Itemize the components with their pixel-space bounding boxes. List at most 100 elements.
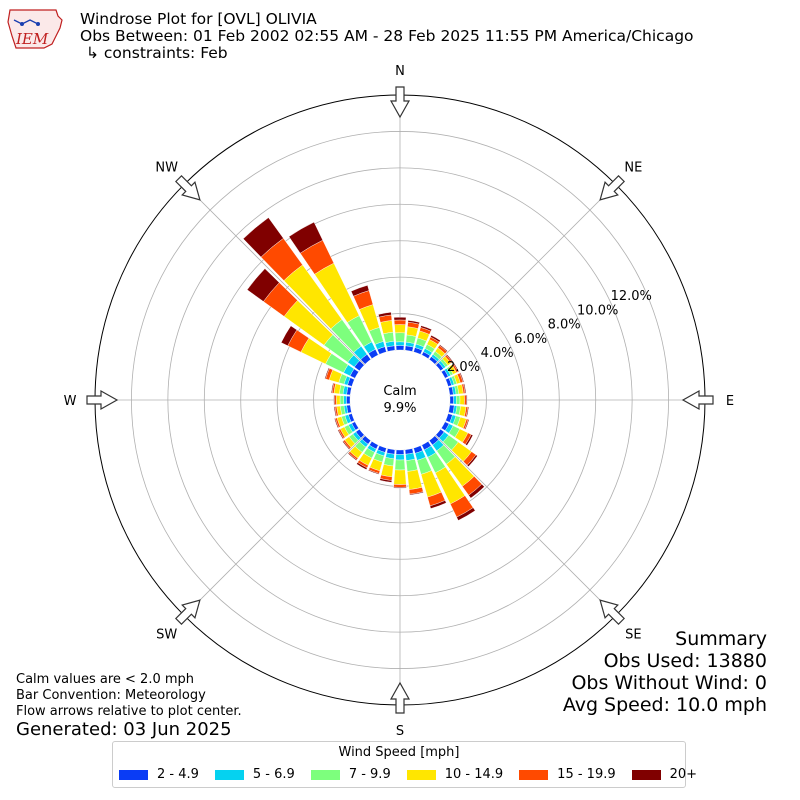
- calm-disk: [350, 350, 450, 450]
- bar-dir-90-bin-5: [466, 394, 468, 406]
- bar-dir-350-bin-5: [378, 311, 392, 318]
- bar-dir-180-bin-5: [393, 486, 407, 489]
- legend-label: 20+: [669, 767, 698, 782]
- legend-swatch: [310, 769, 340, 780]
- grid-spoke-315: [184, 184, 365, 365]
- bar-dir-100-bin-5: [465, 406, 469, 418]
- legend-swatch: [214, 769, 244, 780]
- bar-dir-310-bin-5: [246, 268, 280, 302]
- compass-label-n: N: [395, 64, 405, 79]
- compass-label-e: E: [726, 394, 734, 409]
- compass-label-ne: NE: [624, 161, 642, 176]
- bar-dir-140-bin-5: [468, 483, 485, 499]
- legend-item-5: 20+: [631, 767, 698, 782]
- legend-label: 2 - 4.9: [157, 767, 199, 782]
- bar-dir-0-bin-5: [393, 317, 407, 321]
- legend-title: Wind Speed [mph]: [338, 745, 460, 760]
- calm-value: 9.9%: [383, 401, 416, 416]
- grid-spoke-135: [435, 435, 616, 616]
- radial-tick-1: 2.0%: [447, 360, 480, 375]
- bar-dir-170-bin-5: [409, 491, 424, 496]
- bar-dir-320-bin-5: [242, 217, 284, 258]
- radial-tick-2: 4.0%: [481, 346, 514, 361]
- bar-dir-0-bin-2: [394, 332, 406, 343]
- legend-item-1: 5 - 6.9: [214, 767, 295, 782]
- bar-dir-90-bin-0: [449, 395, 454, 405]
- bar-dir-270-bin-1: [343, 395, 347, 405]
- bar-dir-130-bin-5: [466, 454, 478, 467]
- legend-item-4: 15 - 19.9: [519, 767, 616, 782]
- compass-label-nw: NW: [155, 161, 178, 176]
- bar-dir-170-bin-2: [405, 458, 418, 472]
- legend-swatch: [631, 769, 661, 780]
- flow-arrow-270: [86, 389, 119, 411]
- radial-tick-4: 8.0%: [548, 318, 581, 333]
- bar-dir-350-bin-2: [383, 331, 395, 343]
- calm-label: Calm: [383, 384, 416, 399]
- flow-arrows: [86, 86, 714, 714]
- wind-bars: [242, 217, 485, 521]
- bar-dir-260-bin-5: [333, 406, 337, 417]
- generated-date: Generated: 03 Jun 2025: [16, 719, 232, 740]
- bar-dir-340-bin-5: [350, 285, 370, 297]
- legend-label: 15 - 19.9: [557, 767, 616, 782]
- bar-dir-180-bin-1: [395, 454, 405, 461]
- bar-dir-110-bin-5: [464, 419, 470, 430]
- bar-dir-30-bin-5: [430, 335, 441, 343]
- plot-notes: Calm values are < 2.0 mph Bar Convention…: [16, 672, 242, 720]
- bar-dir-270-bin-2: [339, 395, 344, 405]
- legend-item-3: 10 - 14.9: [406, 767, 504, 782]
- speed-legend: Wind Speed [mph] 2 - 4.9 5 - 6.9 7 - 9.9 10…: [112, 741, 697, 788]
- bar-dir-0-bin-4: [393, 319, 407, 325]
- bar-dir-270-bin-4: [334, 394, 337, 406]
- flow-arrow-90: [681, 389, 714, 411]
- bar-dir-90-bin-4: [464, 394, 467, 406]
- bar-dir-270-bin-5: [333, 394, 335, 406]
- legend-item-2: 7 - 9.9: [310, 767, 391, 782]
- legend-swatch: [119, 769, 148, 780]
- flow-arrow-180: [389, 681, 411, 714]
- flow-arrow-315: [174, 174, 201, 201]
- bar-dir-280-bin-5: [331, 382, 335, 394]
- note-arrows: Flow arrows relative to plot center.: [16, 704, 242, 719]
- bar-dir-0-bin-0: [395, 345, 405, 351]
- bar-dir-160-bin-5: [429, 500, 447, 509]
- legend-label: 5 - 6.9: [252, 767, 295, 782]
- bar-dir-270-bin-3: [336, 395, 341, 405]
- bar-dir-300-bin-5: [280, 325, 298, 347]
- bar-dir-200-bin-5: [368, 469, 380, 475]
- flow-arrow-45: [599, 174, 626, 201]
- summary-title: Summary: [675, 628, 767, 650]
- legend-swatch: [406, 769, 436, 780]
- bar-dir-180-bin-0: [395, 449, 405, 455]
- radial-tick-5: 10.0%: [577, 303, 618, 318]
- bar-dir-290-bin-5: [324, 367, 330, 380]
- summary-box: Summary Obs Used: 13880 Obs Without Wind…: [563, 628, 767, 716]
- bar-dir-180-bin-4: [393, 484, 407, 488]
- flow-arrow-0: [389, 86, 411, 119]
- compass-label-se: SE: [625, 627, 641, 642]
- bar-dir-20-bin-5: [420, 325, 432, 332]
- bar-dir-330-bin-5: [288, 221, 324, 254]
- bar-dir-120-bin-5: [465, 434, 474, 446]
- compass-label-s: S: [396, 724, 404, 739]
- bar-dir-80-bin-5: [463, 383, 467, 394]
- bar-dir-150-bin-5: [456, 507, 476, 521]
- bar-dir-10-bin-5: [407, 320, 420, 325]
- legend-label: 10 - 14.9: [444, 767, 504, 782]
- radial-tick-3: 6.0%: [514, 332, 547, 347]
- summary-avg-speed: Avg Speed: 10.0 mph: [562, 694, 767, 716]
- note-calm: Calm values are < 2.0 mph: [16, 672, 195, 687]
- bar-dir-0-bin-3: [394, 324, 406, 334]
- bar-dir-40-bin-5: [439, 344, 448, 353]
- grid-spoke-225: [184, 435, 365, 616]
- radial-tick-6: 12.0%: [611, 289, 652, 304]
- legend-item-0: 2 - 4.9: [119, 767, 199, 782]
- bar-dir-230-bin-5: [342, 440, 351, 450]
- compass-label-w: W: [64, 394, 77, 409]
- bar-dir-90-bin-1: [453, 395, 457, 405]
- legend-swatch: [519, 769, 549, 780]
- bar-dir-180-bin-2: [394, 459, 406, 471]
- iem-logo: IEM: [4, 6, 66, 52]
